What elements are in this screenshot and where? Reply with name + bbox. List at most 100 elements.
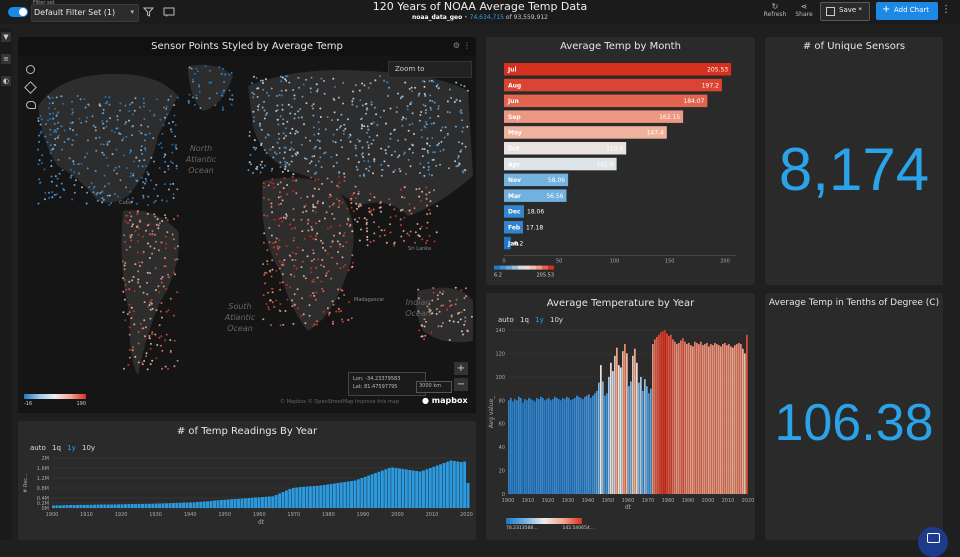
sensor-point xyxy=(293,236,296,239)
sensor-point xyxy=(291,175,294,178)
sensor-point xyxy=(457,164,459,167)
filter-set-select[interactable]: Default Filter Set (1) ▾ xyxy=(31,4,139,22)
refresh-button[interactable]: ↻ Refresh xyxy=(760,2,790,22)
sensor-point xyxy=(435,85,438,88)
readings-bar xyxy=(134,504,138,508)
label-cuba: Cuba xyxy=(119,200,132,206)
share-button[interactable]: ⋖ Share xyxy=(792,2,816,22)
sensor-point xyxy=(422,166,425,169)
sensor-point xyxy=(95,193,98,196)
sensor-point xyxy=(418,92,421,95)
add-chart-button[interactable]: + Add Chart xyxy=(876,2,938,20)
readings-bar xyxy=(216,500,220,509)
sensor-point xyxy=(60,125,63,128)
sensor-point xyxy=(72,139,75,142)
sensor-point xyxy=(367,144,370,147)
sensor-point xyxy=(351,103,354,106)
sensor-point xyxy=(139,219,142,222)
zoom-to-box[interactable]: Zoom to xyxy=(388,61,472,78)
sensor-point xyxy=(76,95,79,97)
filter-toggle[interactable] xyxy=(8,7,28,17)
sensor-point xyxy=(161,367,164,370)
readings-chart-tabs: auto 1q 1y 10y xyxy=(30,444,95,452)
comment-icon[interactable] xyxy=(163,6,175,18)
sensor-point xyxy=(312,238,315,241)
tab-1y[interactable]: 1y xyxy=(67,444,76,452)
sensor-point xyxy=(337,171,340,174)
more-menu-icon[interactable]: ⋮ xyxy=(941,4,951,15)
sensor-point xyxy=(289,112,292,115)
sensor-point xyxy=(266,263,269,266)
draw-circle-tool[interactable] xyxy=(26,65,35,74)
sensor-point xyxy=(132,172,135,175)
readings-bar xyxy=(161,503,165,508)
sensor-point xyxy=(404,138,407,141)
sensor-point xyxy=(326,252,329,255)
land-eurasia xyxy=(248,70,473,216)
sensor-point xyxy=(280,217,283,219)
sensor-point xyxy=(174,273,176,276)
sensor-point xyxy=(278,94,281,96)
layers-panel-icon[interactable]: ≡ xyxy=(1,54,11,64)
sensor-point xyxy=(104,102,107,105)
sensor-point xyxy=(131,113,134,116)
sensor-point xyxy=(92,191,95,194)
sensor-point xyxy=(417,94,420,97)
filter-edit-icon[interactable] xyxy=(143,6,155,18)
sensor-point xyxy=(331,300,334,303)
sensor-point xyxy=(260,160,263,163)
chat-widget-button[interactable] xyxy=(918,527,948,557)
sensor-point xyxy=(421,80,424,82)
sensor-point xyxy=(286,184,289,186)
tab-1q[interactable]: 1q xyxy=(520,316,529,324)
sensor-point xyxy=(315,222,318,225)
map-canvas[interactable]: North Atlantic Ocean South Atlantic Ocean In… xyxy=(18,56,476,413)
tab-10y[interactable]: 10y xyxy=(81,444,96,452)
tab-auto[interactable]: auto xyxy=(498,316,514,324)
map-attribution[interactable]: © Mapbox © OpenStreetMap Improve this ma… xyxy=(280,399,400,405)
month-x-tick: 100 xyxy=(610,259,620,265)
month-legend-swatch xyxy=(542,265,548,270)
tab-1q[interactable]: 1q xyxy=(52,444,61,452)
sensor-point xyxy=(432,80,435,83)
sensor-point xyxy=(168,122,171,125)
top-bar: Filter set Default Filter Set (1) ▾ 120 … xyxy=(0,0,960,24)
map-settings-icon[interactable]: ⚙ xyxy=(452,41,460,50)
tab-1y[interactable]: 1y xyxy=(535,316,544,324)
readings-bar xyxy=(401,469,405,508)
sensor-point xyxy=(270,202,273,205)
sensor-point xyxy=(316,320,318,323)
sensor-point xyxy=(409,212,412,215)
sensor-point xyxy=(457,155,460,158)
lat-readout: Lat: 81.47597795 xyxy=(353,384,398,390)
year-bar xyxy=(556,397,558,494)
tab-10y[interactable]: 10y xyxy=(549,316,564,324)
readings-bar xyxy=(370,474,374,509)
sensor-point xyxy=(437,87,440,90)
tab-auto[interactable]: auto xyxy=(30,444,46,452)
readings-bar xyxy=(391,467,395,508)
map-menu-icon[interactable]: ⋮ xyxy=(463,41,471,50)
year-x-tick: 1940 xyxy=(582,498,595,504)
sensor-point xyxy=(295,153,298,156)
sensor-point xyxy=(46,141,49,144)
scale-bar: 3000 km xyxy=(416,381,452,393)
filter-panel-icon[interactable]: ▼ xyxy=(1,32,11,42)
palette-panel-icon[interactable]: ◐ xyxy=(1,76,11,86)
sensor-point xyxy=(175,164,178,167)
sensor-point xyxy=(141,361,144,364)
zoom-out-button[interactable]: − xyxy=(454,378,468,391)
coordinates-readout: Lon: -34.23379583 Lat: 81.47597795 xyxy=(348,372,426,396)
sensor-point xyxy=(415,188,418,191)
save-button[interactable]: Save * xyxy=(820,2,870,21)
sensor-point xyxy=(175,147,178,150)
sensor-point xyxy=(464,169,467,172)
year-y-tick: 0 xyxy=(502,492,505,498)
zoom-in-button[interactable]: + xyxy=(454,362,468,375)
sensor-point xyxy=(317,188,320,191)
sensor-point xyxy=(175,144,177,146)
draw-lasso-tool[interactable] xyxy=(26,101,36,109)
sensor-point xyxy=(439,291,441,294)
sensor-point xyxy=(442,148,445,151)
sensor-point xyxy=(124,220,127,223)
